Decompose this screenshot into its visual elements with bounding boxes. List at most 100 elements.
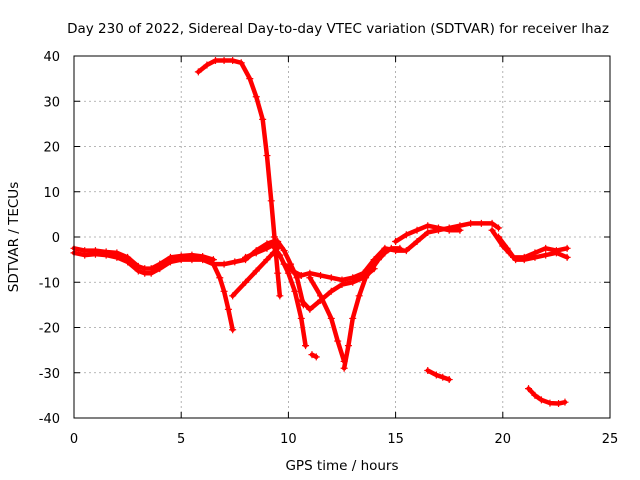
data-point [467, 219, 475, 227]
data-point [212, 57, 220, 65]
y-tick-label: 40 [43, 50, 60, 65]
data-point [220, 260, 228, 268]
data-point [166, 253, 174, 261]
series-band [268, 241, 308, 348]
data-point [413, 238, 421, 246]
data-point [445, 226, 453, 234]
data-point [531, 391, 539, 399]
data-point [424, 366, 432, 374]
data-point [252, 267, 260, 275]
data-point [297, 271, 305, 279]
data-point [424, 222, 432, 230]
data-point [370, 265, 378, 273]
data-point [317, 271, 325, 279]
series-tail-20b [495, 233, 571, 261]
data-point [531, 249, 539, 257]
data-point [274, 238, 282, 246]
data-point [263, 244, 271, 252]
data-point [147, 265, 155, 273]
data-point [488, 219, 496, 227]
data-point [334, 337, 342, 345]
data-point [156, 260, 164, 268]
data-point [402, 247, 410, 255]
data-point [488, 226, 496, 234]
series-branch-11c [297, 265, 378, 313]
y-tick-label: -30 [39, 367, 60, 382]
data-point [495, 233, 503, 241]
data-point [563, 244, 571, 252]
data-point [327, 314, 335, 322]
data-point [392, 247, 400, 255]
data-point [188, 251, 196, 259]
x-tick-label: 25 [602, 432, 619, 447]
data-point [552, 247, 560, 255]
data-point [229, 326, 237, 334]
y-tick-label: -10 [39, 276, 60, 291]
data-point [242, 253, 250, 261]
data-point [510, 253, 518, 261]
data-point [359, 269, 367, 277]
series-tail-20 [488, 226, 571, 264]
data-point [229, 57, 237, 65]
x-tick-label: 0 [70, 432, 78, 447]
data-point [216, 274, 224, 282]
series-dip-7 [209, 260, 237, 334]
data-point [312, 353, 320, 361]
grid [74, 56, 610, 418]
data-point [477, 219, 485, 227]
data-point [306, 274, 314, 282]
data-point [81, 247, 89, 255]
data-point [203, 61, 211, 69]
data-points [70, 57, 571, 408]
series-band [526, 386, 568, 406]
data-point [263, 256, 271, 264]
data-point [542, 251, 550, 259]
series-fall-10 [267, 240, 310, 350]
data-point [134, 262, 142, 270]
data-point [439, 373, 447, 381]
data-point [252, 249, 260, 257]
y-tick-label: 0 [52, 231, 60, 246]
data-point [276, 251, 284, 259]
data-point [177, 252, 185, 260]
y-axis-label: SDTVAR / TECUs [6, 182, 22, 292]
data-point [229, 292, 237, 300]
data-point [349, 278, 357, 286]
data-point [209, 260, 217, 268]
data-point [280, 260, 288, 268]
data-point [555, 400, 563, 408]
data-point [561, 398, 569, 406]
data-point [542, 244, 550, 252]
data-point [124, 253, 132, 261]
data-point [291, 287, 299, 295]
series-branch-11 [280, 260, 367, 284]
data-point [246, 75, 254, 83]
data-point [434, 224, 442, 232]
data-point [338, 281, 346, 289]
y-tick-label: -20 [39, 322, 60, 337]
data-point [252, 93, 260, 101]
series-baseline-b [70, 244, 217, 273]
data-point [402, 231, 410, 239]
data-point [289, 267, 297, 275]
data-point [306, 305, 314, 313]
series-band [230, 246, 280, 299]
series-seg-17 [424, 366, 453, 384]
x-tick-label: 10 [280, 432, 297, 447]
data-point [503, 244, 511, 252]
data-point [274, 269, 282, 277]
x-tick-label: 15 [387, 432, 404, 447]
y-tick-label: -40 [39, 412, 60, 427]
series-band [307, 275, 347, 364]
data-point [237, 59, 245, 67]
x-tick-label: 5 [177, 432, 185, 447]
data-point [340, 364, 348, 372]
series-rise-15b [392, 222, 464, 246]
series-arc-high [194, 57, 284, 300]
data-point [113, 249, 121, 257]
data-point [355, 292, 363, 300]
y-tick-label: 10 [43, 186, 60, 201]
data-point [370, 256, 378, 264]
chart-title: Day 230 of 2022, Sidereal Day-to-day VTE… [67, 21, 609, 37]
